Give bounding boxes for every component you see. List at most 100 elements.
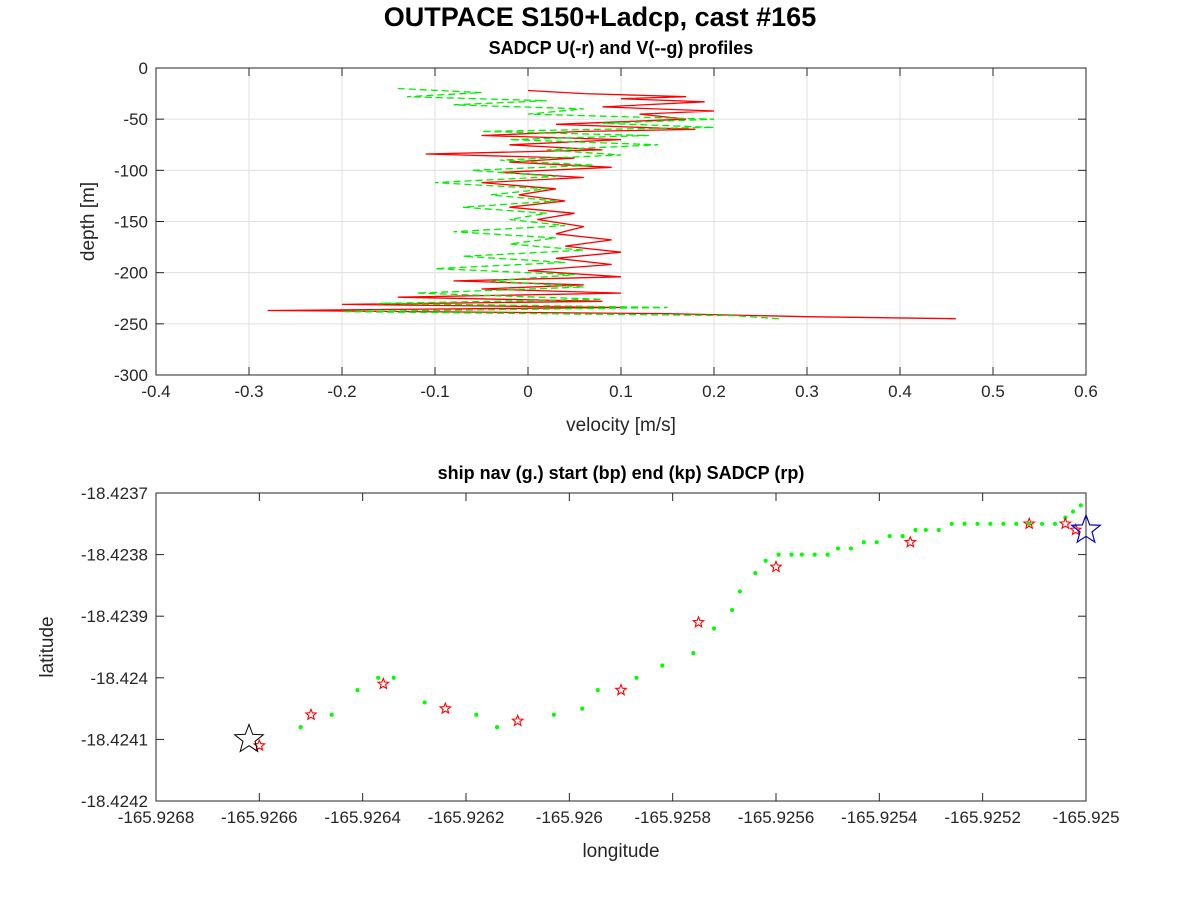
x-tick-label: -165.925: [1052, 808, 1119, 827]
sadcp-point: [438, 701, 453, 715]
ship-nav-point: [753, 570, 758, 576]
sadcp-point: [903, 535, 918, 548]
ship-nav-point: [962, 521, 967, 526]
chart-title: SADCP U(-r) and V(--g) profiles: [489, 38, 754, 58]
sadcp-point: [1058, 516, 1073, 530]
series-line-u: [267, 89, 956, 320]
y-tick-label: -100: [114, 161, 148, 180]
x-tick-label: -165.926: [536, 808, 603, 827]
x-tick-label: 0.3: [795, 382, 819, 401]
x-tick-label: 0.4: [888, 382, 912, 401]
ship-nav-point: [848, 546, 854, 551]
ship-nav-point: [595, 688, 600, 693]
ship-nav-point: [923, 527, 928, 533]
x-axis-label: longitude: [582, 841, 659, 862]
ship-nav-point: [634, 675, 639, 680]
ship-nav-point: [975, 521, 980, 526]
ship-nav-point: [737, 589, 742, 594]
y-tick-label: -18.4239: [81, 607, 148, 626]
x-tick-label: -165.9254: [841, 808, 918, 827]
ship-nav-point: [1052, 521, 1058, 526]
ship-nav-point: [913, 527, 918, 533]
sadcp-point: [510, 713, 525, 727]
y-axis-label: depth [m]: [78, 182, 99, 261]
x-tick-label: -0.4: [141, 382, 170, 401]
velocity-profile-chart: -0.4 -0.3 -0.2 -0.1 0 0.1 0.2 0.3 0.4 0.5 0.6 0 -50 -…: [78, 38, 1098, 436]
ship-nav-point: [799, 552, 804, 557]
y-tick-label: 0: [139, 59, 148, 78]
ship-nav-point: [551, 712, 556, 717]
x-tick-label: -165.9268: [118, 808, 195, 827]
y-tick-label: -18.4241: [81, 730, 148, 749]
ship-nav-point: [474, 712, 479, 717]
sadcp-point: [376, 677, 391, 690]
ship-nav-point: [691, 651, 696, 656]
x-tick-label: -0.2: [327, 382, 356, 401]
x-tick-label: -165.9252: [944, 808, 1021, 827]
sadcp-point: [691, 615, 706, 628]
ship-nav-point: [825, 552, 830, 557]
ship-nav-point: [1039, 521, 1045, 526]
figure-title: OUTPACE S150+Ladcp, cast #165: [383, 2, 817, 32]
ship-nav-point: [812, 552, 817, 557]
x-tick-label: -165.9266: [221, 808, 298, 827]
axes-box: [155, 492, 1087, 802]
y-tick-label: -250: [114, 315, 148, 334]
x-tick-label: -165.9262: [428, 808, 505, 827]
ship-nav-point: [355, 688, 360, 693]
y-tick-label: -18.4237: [81, 484, 148, 503]
ship-nav-point: [391, 675, 396, 680]
ship-nav-point: [874, 540, 879, 545]
x-tick-label: 0.5: [981, 382, 1005, 401]
ship-nav-point: [763, 558, 768, 563]
x-tick-label: -165.9256: [738, 808, 815, 827]
sadcp-point: [1022, 516, 1036, 530]
x-tick-label: 0: [523, 382, 532, 401]
ship-nav-point: [949, 521, 954, 526]
ship-nav-point: [660, 663, 665, 668]
ship-nav-point: [1078, 503, 1083, 508]
ship-nav-point: [936, 527, 941, 533]
sadcp-point: [1068, 523, 1083, 536]
x-tick-label: -165.9264: [324, 808, 401, 827]
ship-nav-point: [729, 607, 735, 613]
plot-area: [267, 87, 956, 320]
series-line-v: [341, 87, 780, 320]
ship-nav-point: [988, 521, 993, 526]
sadcp-point: [769, 559, 783, 573]
x-axis-label: velocity [m/s]: [566, 415, 676, 436]
x-tick-label: -0.1: [420, 382, 449, 401]
y-tick-label: -18.4242: [81, 792, 148, 811]
ship-nav-point: [861, 540, 866, 545]
y-tick-label: -50: [123, 110, 148, 129]
ship-nav-point: [900, 534, 905, 539]
y-tick-label: -18.424: [90, 669, 148, 688]
ship-nav-point: [1001, 521, 1006, 526]
x-tick-label: -165.9258: [634, 808, 711, 827]
ship-nav-point: [835, 546, 841, 551]
x-tick-label: -0.3: [234, 382, 263, 401]
ship-nav-point: [298, 724, 303, 730]
y-tick-label: -150: [114, 213, 148, 232]
start-marker: [233, 722, 265, 753]
ship-nav-point: [711, 626, 717, 631]
ship-nav-point: [1070, 509, 1076, 514]
ship-nav-point: [776, 552, 781, 557]
chart-title: ship nav (g.) start (bp) end (kp) SADCP …: [438, 463, 805, 483]
sadcp-point: [304, 707, 318, 721]
ship-nav-point: [494, 724, 500, 730]
x-tick-label: 0.1: [609, 382, 633, 401]
y-tick-label: -18.4238: [81, 546, 148, 565]
ship-nav-point: [580, 706, 585, 711]
y-tick-label: -200: [114, 264, 148, 283]
sadcp-point: [614, 683, 628, 696]
ship-nav-point: [422, 700, 427, 705]
ship-nav-point: [1027, 521, 1032, 526]
ship-nav-point: [376, 675, 381, 680]
plot-area: [252, 503, 1083, 752]
ship-nav-point: [887, 534, 892, 539]
x-tick-label: 0.6: [1074, 382, 1098, 401]
ship-nav-point: [789, 552, 794, 557]
ship-nav-point: [329, 712, 334, 717]
